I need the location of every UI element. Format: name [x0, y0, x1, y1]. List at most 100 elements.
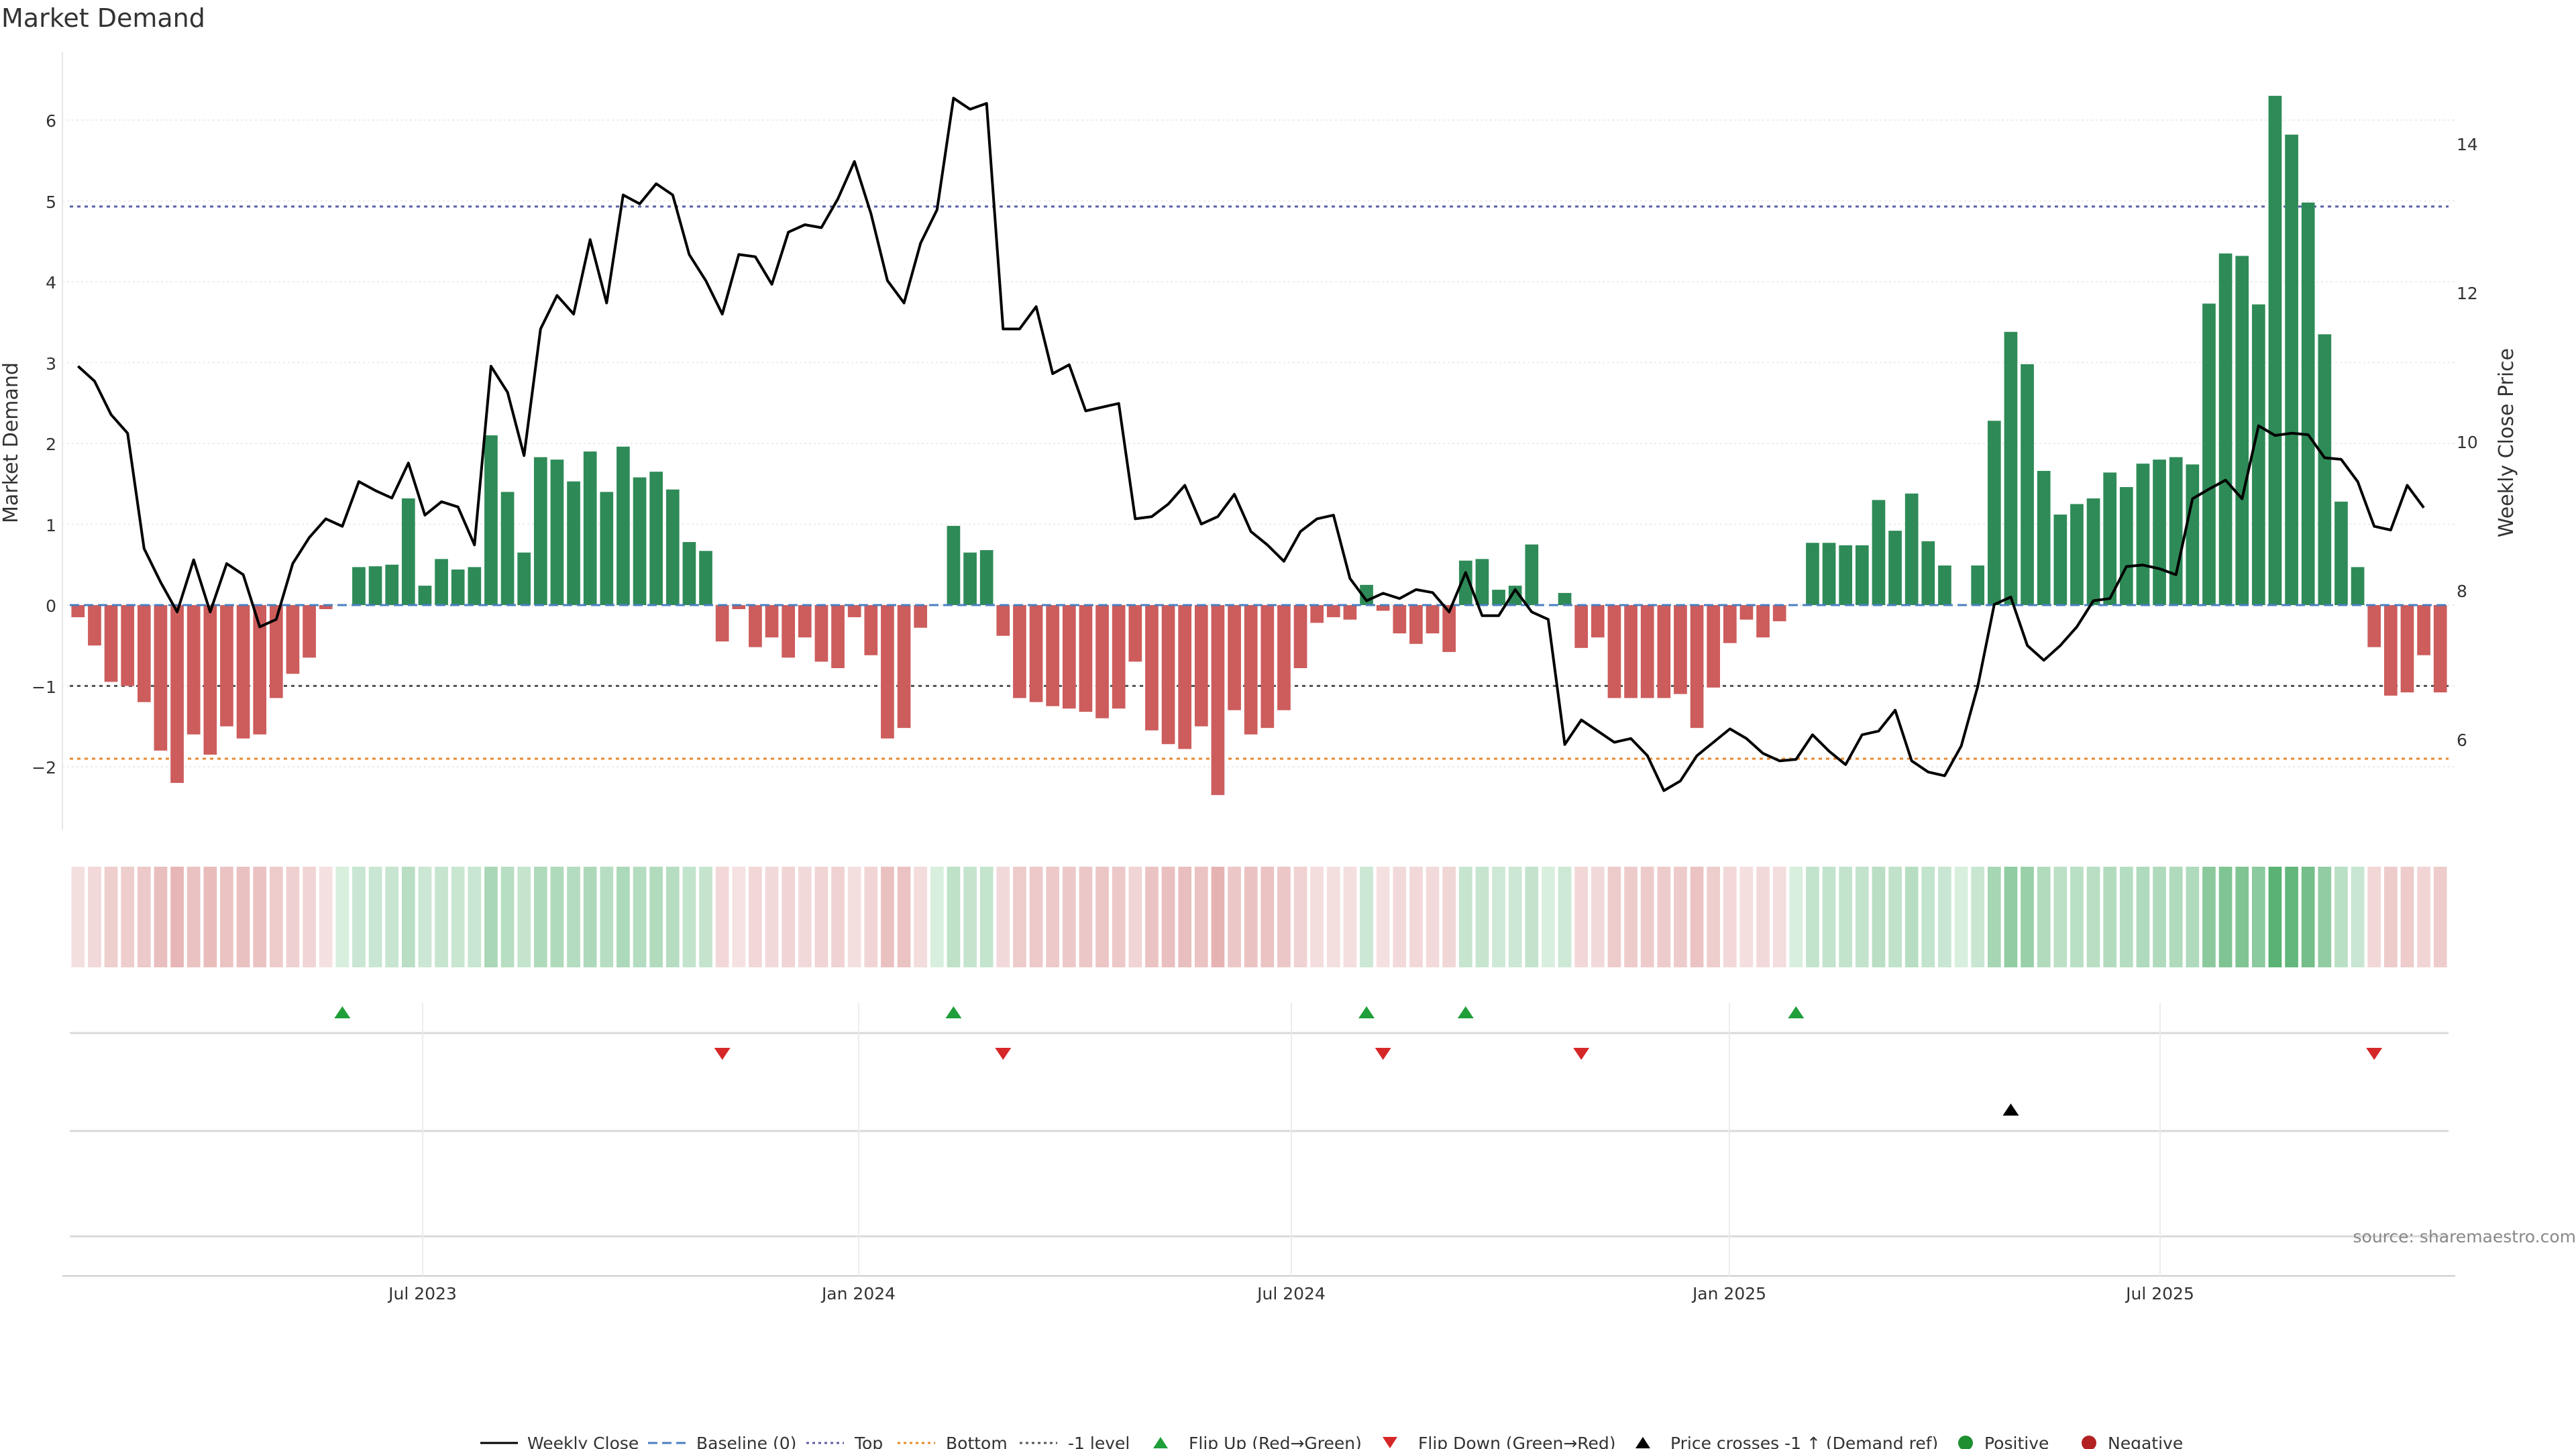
heat-cell: [1789, 867, 1803, 967]
demand-bar: [567, 481, 580, 605]
flip-up-marker: [1457, 1006, 1474, 1018]
demand-bar: [1772, 605, 1786, 622]
y-tick-label: 6: [46, 111, 56, 131]
y2-tick-label: 10: [2457, 433, 2478, 452]
heat-cell: [2070, 867, 2084, 967]
demand-bar: [1888, 531, 1902, 605]
legend-label: Baseline (0): [696, 1434, 796, 1449]
heat-cell: [1954, 867, 1968, 967]
demand-bar: [121, 605, 135, 686]
heat-cell: [1409, 867, 1423, 967]
demand-bar: [1046, 605, 1060, 706]
demand-bar: [1376, 605, 1390, 611]
heat-cell: [682, 867, 696, 967]
demand-bar: [2367, 605, 2381, 647]
demand-bar: [203, 605, 217, 755]
demand-bar: [2169, 457, 2183, 605]
demand-bar: [1525, 544, 1539, 605]
demand-bar: [1211, 605, 1225, 796]
heat-cell: [1260, 867, 1275, 967]
heat-cell: [1161, 867, 1175, 967]
heat-cell: [1211, 867, 1225, 967]
demand-bar: [435, 559, 448, 605]
demand-bar: [1806, 543, 1819, 605]
heat-cell: [104, 867, 118, 967]
demand-bar: [1624, 605, 1638, 698]
demand-bar: [2251, 304, 2265, 605]
demand-bar: [1079, 605, 1093, 712]
heat-cell: [1723, 867, 1737, 967]
heat-cell: [71, 867, 85, 967]
heat-cell: [435, 867, 448, 967]
demand-bar: [1904, 493, 1919, 605]
heat-cell: [2351, 867, 2365, 967]
demand-bar: [864, 605, 878, 655]
heat-cell: [1458, 867, 1472, 967]
flip-up-marker: [334, 1006, 351, 1018]
heat-cell: [1310, 867, 1324, 967]
event-markers: [334, 1006, 2383, 1116]
demand-bar: [1574, 605, 1589, 648]
demand-bar: [897, 605, 911, 729]
demand-bar: [137, 605, 151, 702]
heat-cell: [2218, 867, 2233, 967]
legend-label: Top: [854, 1434, 883, 1449]
demand-bar: [1674, 605, 1687, 694]
heat-cell: [137, 867, 151, 967]
y2-tick-label: 8: [2457, 582, 2467, 601]
demand-bar: [2301, 202, 2315, 605]
legend-item-price-cross: Price crosses -1 ↑ (Demand ref): [1635, 1434, 1938, 1449]
demand-bar: [633, 477, 647, 605]
heat-cell: [1938, 867, 1951, 967]
heat-cell: [1904, 867, 1919, 967]
demand-bar: [368, 566, 382, 605]
heat-cell: [352, 867, 366, 967]
legend: Weekly Close Baseline (0) Top Bottom -1 …: [480, 1434, 2183, 1449]
heat-cell: [2021, 867, 2034, 967]
heat-cell: [715, 867, 729, 967]
demand-bar: [749, 605, 762, 647]
heat-cell: [749, 867, 762, 967]
event-panel-vertical-grid: [422, 1003, 2161, 1276]
y2-tick-label: 12: [2457, 284, 2478, 303]
demand-bar: [947, 525, 961, 605]
y2-axis-title: Weekly Close Price: [2495, 348, 2518, 537]
legend-item-minus1: -1 level: [1020, 1434, 1130, 1449]
demand-bar: [616, 446, 630, 605]
heat-cell: [1062, 867, 1076, 967]
heat-cell: [897, 867, 911, 967]
demand-bar: [979, 550, 994, 605]
heat-cell: [2383, 867, 2398, 967]
heat-cell: [88, 867, 101, 967]
demand-bar: [1095, 605, 1109, 718]
demand-bar: [1855, 545, 1869, 605]
demand-bar: [451, 569, 465, 605]
demand-bar: [154, 605, 168, 751]
heat-cell: [1872, 867, 1886, 967]
heat-cell: [1739, 867, 1754, 967]
demand-bar: [2037, 470, 2051, 605]
heat-cell: [1674, 867, 1687, 967]
heat-cell: [1293, 867, 1307, 967]
heat-cell: [2417, 867, 2430, 967]
flip-up-marker: [1788, 1006, 1805, 1018]
heat-cell: [1558, 867, 1572, 967]
demand-bar: [782, 605, 796, 658]
demand-bar: [2351, 567, 2365, 605]
heat-cell: [1707, 867, 1721, 967]
y-tick-label: 2: [46, 435, 56, 454]
demand-bar: [1343, 605, 1357, 620]
heat-cell: [1442, 867, 1456, 967]
legend-label: Flip Up (Red→Green): [1189, 1434, 1362, 1449]
heat-cell: [1228, 867, 1241, 967]
right-y-ticks: 14 12 10 8 6: [2457, 135, 2478, 750]
y-tick-label: −1: [32, 678, 56, 697]
legend-item-top: Top: [806, 1434, 883, 1449]
demand-bar: [963, 552, 977, 605]
demand-bar: [236, 605, 250, 739]
demand-bar: [732, 605, 746, 610]
heat-cell: [1046, 867, 1060, 967]
heat-cell: [864, 867, 878, 967]
heat-cell: [2367, 867, 2381, 967]
legend-label: Negative: [2108, 1434, 2183, 1449]
